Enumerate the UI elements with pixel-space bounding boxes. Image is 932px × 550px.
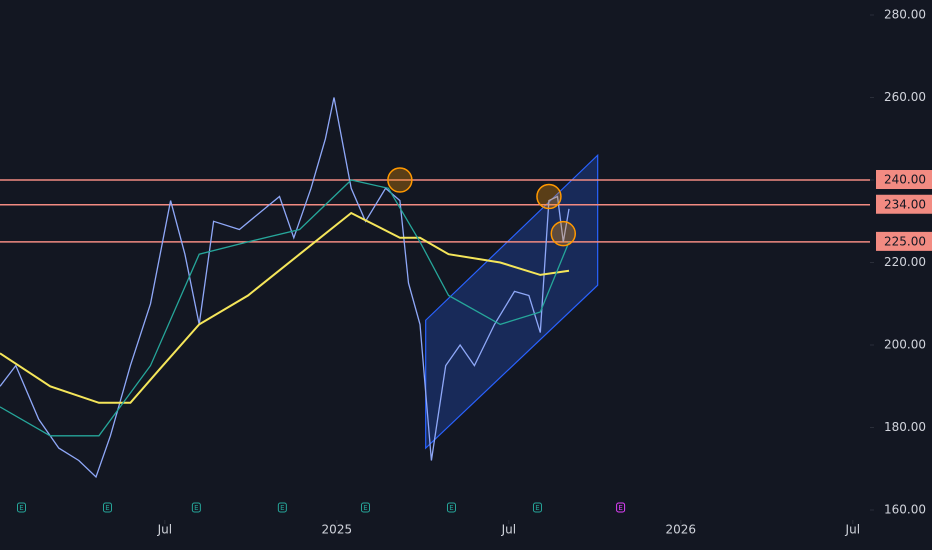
x-tick-label: 2026 (666, 523, 697, 537)
event-label: E (449, 504, 453, 512)
level-label: 234.00 (884, 197, 926, 211)
event-label: E (280, 504, 284, 512)
y-tick-label: 260.00 (884, 90, 926, 104)
event-label: E (194, 504, 198, 512)
event-marker (191, 502, 201, 513)
series-line (0, 97, 570, 479)
event-marker (446, 502, 456, 513)
level-label-box (876, 194, 932, 214)
highlight-circle (387, 167, 413, 193)
price-channel (425, 153, 599, 450)
event-marker (616, 502, 626, 513)
event-label: E (535, 504, 539, 512)
y-tick-label: 200.00 (884, 338, 926, 352)
event-label: E (105, 504, 109, 512)
series-line (0, 179, 570, 437)
y-tick-label: 280.00 (884, 8, 926, 22)
event-marker (360, 502, 370, 513)
event-marker (277, 502, 287, 513)
axes: 160.00 180.00 200.00 220.00 240.00 260.00 280.… (157, 8, 932, 537)
level-label: 225.00 (884, 234, 926, 248)
x-tick-label: Jul (845, 523, 860, 537)
event-marker (102, 502, 112, 513)
y-tick-label: 220.00 (884, 255, 926, 269)
event-label: E (618, 504, 622, 512)
event-marker (532, 502, 542, 513)
event-label: E (19, 504, 23, 512)
event-marker (16, 502, 26, 513)
highlight-circle (536, 183, 562, 210)
level-label-box (876, 231, 932, 251)
x-tick-label: Jul (501, 523, 516, 537)
x-tick-label: 2025 (322, 523, 353, 537)
level-label-box (876, 170, 932, 189)
highlight-circle (550, 220, 577, 247)
x-tick-label: Jul (157, 523, 172, 537)
level-label: 240.00 (884, 173, 926, 187)
y-tick-label: 180.00 (884, 420, 926, 434)
y-tick-label: 160.00 (884, 503, 926, 517)
event-label: E (363, 504, 367, 512)
series-line (0, 211, 570, 404)
